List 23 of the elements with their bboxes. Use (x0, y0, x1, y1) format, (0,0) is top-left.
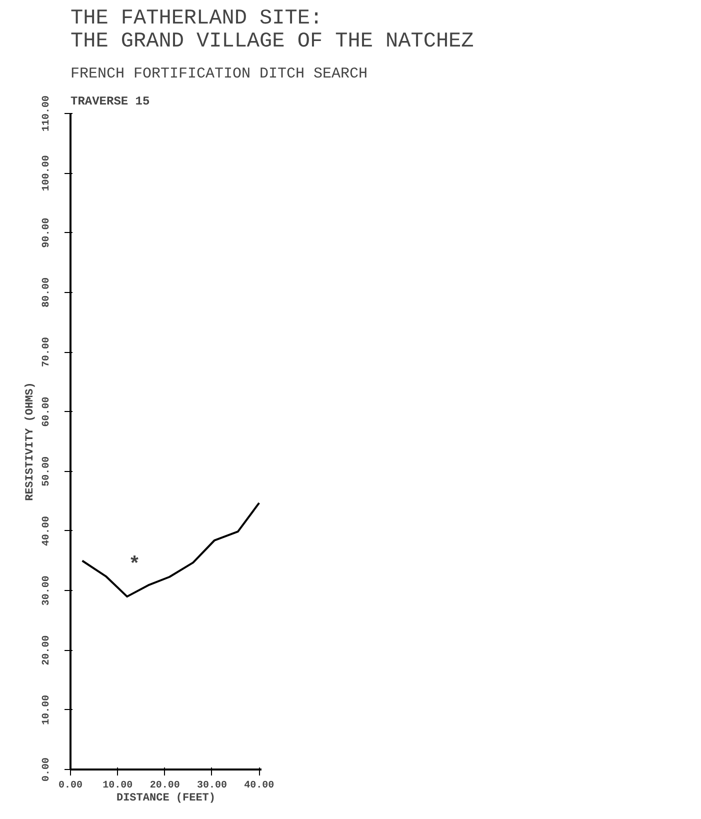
y-tick-label: 110.00 (42, 95, 52, 132)
chart-subtitle: FRENCH FORTIFICATION DITCH SEARCH (70, 66, 368, 82)
chart-title: THE FATHERLAND SITE: THE GRAND VILLAGE OF THE NATCHEZ (70, 8, 474, 54)
y-axis-title: RESISTIVITY (OHMS) (24, 382, 36, 501)
x-tick-label: 30.00 (196, 780, 227, 792)
text: TRAVERSE 15 (70, 94, 150, 108)
y-tick-label: 40.00 (42, 516, 52, 546)
y-tick-label: 60.00 (42, 396, 52, 427)
x-tick-label: 40.00 (244, 780, 274, 792)
y-tick-label: 80.00 (42, 277, 52, 308)
y-tick-label: 20.00 (42, 635, 52, 666)
y-tick-label: 70.00 (42, 337, 52, 368)
y-tick-label: 10.00 (42, 694, 52, 725)
y-tick-label: 30.00 (42, 576, 52, 606)
y-tick-label: 50.00 (42, 456, 52, 486)
x-tick-label: 10.00 (102, 780, 133, 792)
y-tick-label: 90.00 (42, 218, 52, 248)
x-tick-label: 20.00 (150, 780, 180, 792)
y-tick-label: 100.00 (42, 155, 52, 192)
x-axis-title: DISTANCE (FEET) (116, 792, 216, 804)
x-tick-label: 0.00 (58, 780, 83, 792)
line-series (81, 502, 260, 598)
annotation: * (128, 554, 141, 577)
